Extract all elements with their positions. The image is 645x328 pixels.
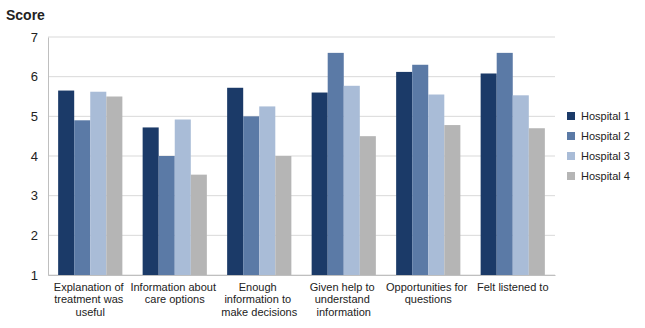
x-axis-line xyxy=(49,275,556,276)
x-tick-label-line: Enough xyxy=(239,281,280,293)
bar xyxy=(275,156,291,275)
y-tick: 4 xyxy=(31,149,48,164)
bar xyxy=(90,92,106,275)
legend-label: Hospital 3 xyxy=(581,150,630,162)
legend-label: Hospital 1 xyxy=(581,110,630,122)
bar xyxy=(360,136,376,275)
x-tick-label-line: information xyxy=(317,306,371,318)
x-tick-label-line: treatment was xyxy=(54,293,126,305)
legend-swatch xyxy=(567,132,575,140)
x-tick: Information about care options xyxy=(130,275,219,305)
series xyxy=(90,86,529,275)
x-tick-label-line: Opportunities for xyxy=(386,281,470,293)
x-tick-label: Given help to understand information xyxy=(310,281,378,318)
y-tick: 3 xyxy=(31,188,48,203)
bar xyxy=(529,128,545,275)
bar xyxy=(243,116,259,275)
bar xyxy=(412,65,428,275)
x-tick-label: Information about care options xyxy=(130,281,219,306)
y-tick-label: 7 xyxy=(31,30,38,45)
series xyxy=(58,72,497,275)
series xyxy=(74,53,513,275)
bars xyxy=(58,53,545,275)
grid-line xyxy=(48,116,555,117)
bar xyxy=(444,125,460,275)
bar xyxy=(344,86,360,275)
grid-line xyxy=(48,275,555,276)
bar xyxy=(159,156,175,275)
y-axis-line xyxy=(48,38,49,276)
x-tick-label: Enough information to make decisions xyxy=(221,281,297,318)
legend-swatch xyxy=(567,152,575,160)
y-tick: 7 xyxy=(31,30,48,45)
grid xyxy=(48,37,555,275)
bar xyxy=(312,93,328,275)
y-tick: 6 xyxy=(31,69,48,84)
x-tick-label-line: Explanation of xyxy=(54,281,127,293)
x-tick-label-line: information to xyxy=(224,293,294,305)
x-tick: Opportunities for questions xyxy=(386,275,470,305)
chart: 1 2 3 4 5 6 7 Explanation of treatment was usef… xyxy=(0,0,645,328)
y-tick-label: 2 xyxy=(31,228,38,243)
bar xyxy=(227,88,243,275)
x-tick: Given help to understand information xyxy=(310,275,378,318)
x-tick-label-line: Information about xyxy=(130,281,219,293)
y-axis: 1 2 3 4 5 6 7 xyxy=(31,30,49,283)
bar xyxy=(143,127,159,275)
bar xyxy=(513,95,529,275)
legend-entry: Hospital 2 xyxy=(567,130,630,142)
y-tick-label: 6 xyxy=(31,69,38,84)
x-tick-label-line: care options xyxy=(145,293,205,305)
x-tick-label-line: understand xyxy=(315,293,373,305)
legend-swatch xyxy=(567,172,575,180)
x-tick: Enough information to make decisions xyxy=(221,275,297,318)
y-tick-label: 5 xyxy=(31,109,38,124)
legend-entry: Hospital 4 xyxy=(567,170,630,182)
x-tick-label: Explanation of treatment was useful xyxy=(54,281,127,318)
bar xyxy=(191,175,207,275)
y-tick: 2 xyxy=(31,228,48,243)
legend-label: Hospital 2 xyxy=(581,130,630,142)
grid-line xyxy=(48,195,555,196)
bar xyxy=(481,73,497,275)
x-tick-label-line: Felt listened to xyxy=(477,281,549,293)
bar xyxy=(428,95,444,275)
series xyxy=(106,97,545,276)
bar xyxy=(58,91,74,275)
y-tick: 5 xyxy=(31,109,48,124)
legend-entry: Hospital 1 xyxy=(567,110,630,122)
legend-swatch xyxy=(567,112,575,120)
x-tick-label-line: make decisions xyxy=(221,306,297,318)
x-tick: Explanation of treatment was useful xyxy=(54,275,127,318)
y-tick-label: 3 xyxy=(31,188,38,203)
bar xyxy=(259,106,275,275)
legend-label: Hospital 4 xyxy=(581,170,630,182)
x-axis: Explanation of treatment was usefulInfor… xyxy=(49,275,556,318)
bar xyxy=(74,120,90,275)
x-tick: Felt listened to xyxy=(477,275,549,293)
x-tick-label-line: questions xyxy=(405,293,453,305)
plot: 1 2 3 4 5 6 7 Explanation of treatment was usef… xyxy=(31,30,556,318)
y-axis-title: Score xyxy=(6,7,45,23)
y-tick-label: 1 xyxy=(31,268,38,283)
x-tick-label: Felt listened to xyxy=(477,281,549,293)
grid-line xyxy=(48,76,555,77)
x-tick-label-line: useful xyxy=(76,306,105,318)
legend: Hospital 1 Hospital 2 Hospital 3 Hospital 4 xyxy=(567,110,630,182)
bar xyxy=(106,97,122,276)
bar xyxy=(175,120,191,275)
y-tick-label: 4 xyxy=(31,149,38,164)
bar xyxy=(396,72,412,275)
y-tick: 1 xyxy=(31,268,48,283)
x-tick-label: Opportunities for questions xyxy=(386,281,470,306)
x-tick-label-line: Given help to xyxy=(310,281,378,293)
legend-entry: Hospital 3 xyxy=(567,150,630,162)
grid-line xyxy=(48,235,555,236)
bar xyxy=(328,53,344,275)
grid-line xyxy=(48,156,555,157)
bar xyxy=(497,53,513,275)
grid-line xyxy=(48,37,555,38)
